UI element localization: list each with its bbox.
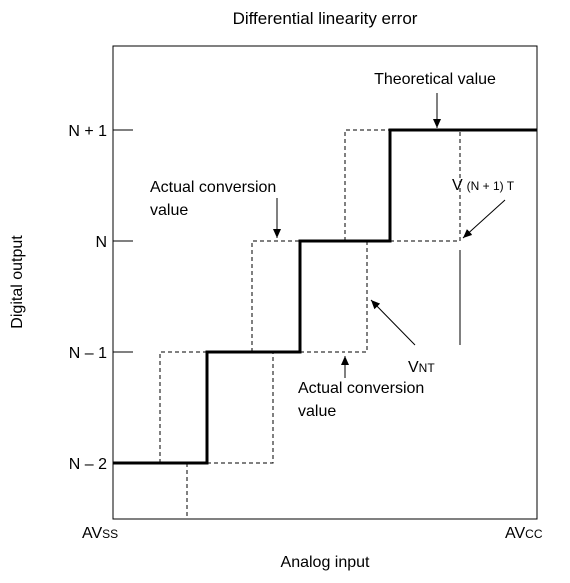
x-axis-label: Analog input (281, 554, 371, 571)
annotation: value (150, 202, 188, 219)
annotation: Theoretical value (374, 71, 496, 88)
level-label: N – 2 (69, 456, 107, 473)
arrow (370, 299, 416, 346)
annotation: value (298, 403, 336, 420)
title: Differential linearity error (233, 9, 418, 28)
annotation: V (N + 1) T (452, 177, 515, 194)
y-ticks (113, 129, 133, 464)
actual-staircase (159, 129, 461, 519)
annotation: VNT (408, 359, 435, 376)
x-left-label: AVSS (82, 525, 118, 542)
arrow (462, 199, 506, 239)
level-label: N (95, 234, 107, 251)
theoretical-staircase (113, 128, 537, 465)
y-axis-label: Digital output (9, 235, 26, 329)
x-right-label: AVCC (505, 525, 543, 542)
level-label: N + 1 (68, 123, 107, 140)
annotation: Actual conversion (298, 380, 424, 397)
annotation: Actual conversion (150, 179, 276, 196)
frame (112, 45, 538, 520)
level-label: N – 1 (69, 345, 107, 362)
